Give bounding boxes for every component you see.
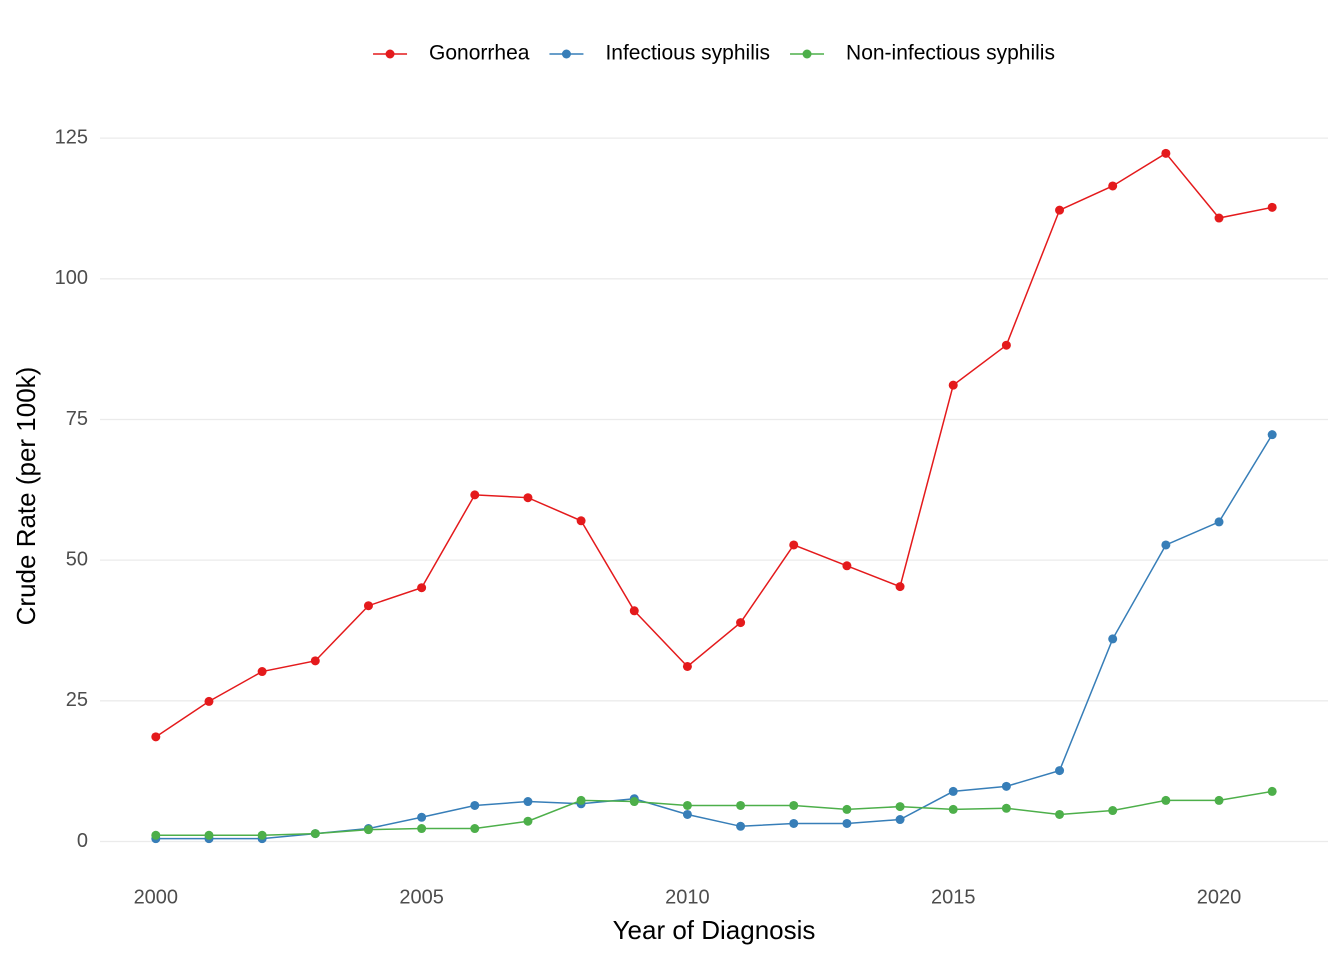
data-point (789, 818, 799, 828)
data-point (310, 656, 320, 666)
data-point (151, 830, 161, 840)
data-point (1214, 517, 1224, 527)
data-point (1055, 205, 1065, 215)
x-tick-label: 2010 (665, 886, 710, 908)
data-point (1001, 803, 1011, 813)
data-point (470, 490, 480, 500)
legend-label: Infectious syphilis (605, 42, 770, 65)
data-point (417, 824, 427, 834)
legend-marker (385, 49, 395, 59)
data-point (895, 815, 905, 825)
data-point (1108, 181, 1118, 191)
data-point (789, 540, 799, 550)
data-point (470, 800, 480, 810)
x-tick-label: 2005 (399, 886, 444, 908)
data-point (842, 561, 852, 571)
data-point (363, 825, 373, 835)
series-line (155, 790, 1273, 837)
data-point (1055, 809, 1065, 819)
data-point (1108, 806, 1118, 816)
data-point (1161, 148, 1171, 158)
data-point (417, 583, 427, 593)
data-point (895, 802, 905, 812)
data-point (204, 830, 214, 840)
series-line (155, 434, 1273, 840)
data-point (417, 812, 427, 822)
data-point (523, 816, 533, 826)
data-point (523, 797, 533, 807)
data-point (1267, 786, 1277, 796)
y-tick-label: 125 (55, 126, 88, 148)
data-point (1214, 795, 1224, 805)
legend-marker (802, 49, 812, 59)
x-tick-label: 2000 (134, 886, 179, 908)
data-point (948, 380, 958, 390)
y-tick-label: 100 (55, 267, 88, 289)
data-point (310, 829, 320, 839)
data-point (576, 795, 586, 805)
series-line (155, 152, 1273, 738)
data-point (1161, 795, 1171, 805)
y-tick-label: 50 (66, 548, 88, 570)
data-point (682, 661, 692, 671)
plot-area (151, 148, 1277, 844)
legend: Gonorrhea Infectious syphilis Non-infectio… (373, 42, 1055, 65)
data-point (204, 696, 214, 706)
x-tick-label: 2020 (1197, 886, 1242, 908)
legend-label: Gonorrhea (429, 42, 530, 65)
data-point (1055, 766, 1065, 776)
data-point (257, 667, 267, 677)
data-point (576, 516, 586, 526)
legend-label: Non-infectious syphilis (846, 42, 1055, 65)
y-tick-label: 25 (66, 689, 88, 711)
data-point (736, 821, 746, 831)
legend-marker (561, 49, 571, 59)
data-point (842, 818, 852, 828)
data-point (1267, 202, 1277, 212)
grid: 0 25 50 75 100 125 2000 2005 2010 2015 2020 (55, 126, 1328, 908)
data-point (842, 804, 852, 814)
data-point (629, 606, 639, 616)
data-point (682, 809, 692, 819)
data-point (470, 824, 480, 834)
data-point (682, 800, 692, 810)
data-point (523, 493, 533, 503)
data-point (1161, 540, 1171, 550)
data-point (363, 601, 373, 611)
data-point (948, 786, 958, 796)
legend-item: Infectious syphilis (549, 42, 770, 65)
data-point (1001, 781, 1011, 791)
y-tick-label: 0 (77, 830, 88, 852)
legend-item: Gonorrhea (373, 42, 530, 65)
data-point (1108, 634, 1118, 644)
y-axis-title: Crude Rate (per 100k) (11, 367, 41, 626)
y-tick-label: 75 (66, 408, 88, 430)
x-tick-label: 2015 (931, 886, 976, 908)
data-point (948, 804, 958, 814)
data-point (789, 800, 799, 810)
data-point (257, 830, 267, 840)
data-point (1214, 213, 1224, 223)
data-point (1267, 430, 1277, 440)
data-point (736, 618, 746, 628)
x-axis-title: Year of Diagnosis (613, 915, 816, 945)
data-point (629, 797, 639, 807)
legend-item: Non-infectious syphilis (790, 42, 1055, 65)
data-point (151, 732, 161, 742)
data-point (895, 582, 905, 592)
data-point (736, 800, 746, 810)
data-point (1001, 340, 1011, 350)
